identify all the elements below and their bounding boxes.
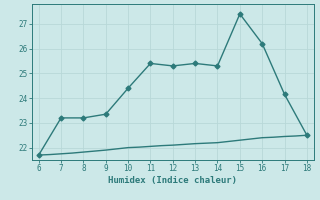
X-axis label: Humidex (Indice chaleur): Humidex (Indice chaleur) bbox=[108, 176, 237, 185]
